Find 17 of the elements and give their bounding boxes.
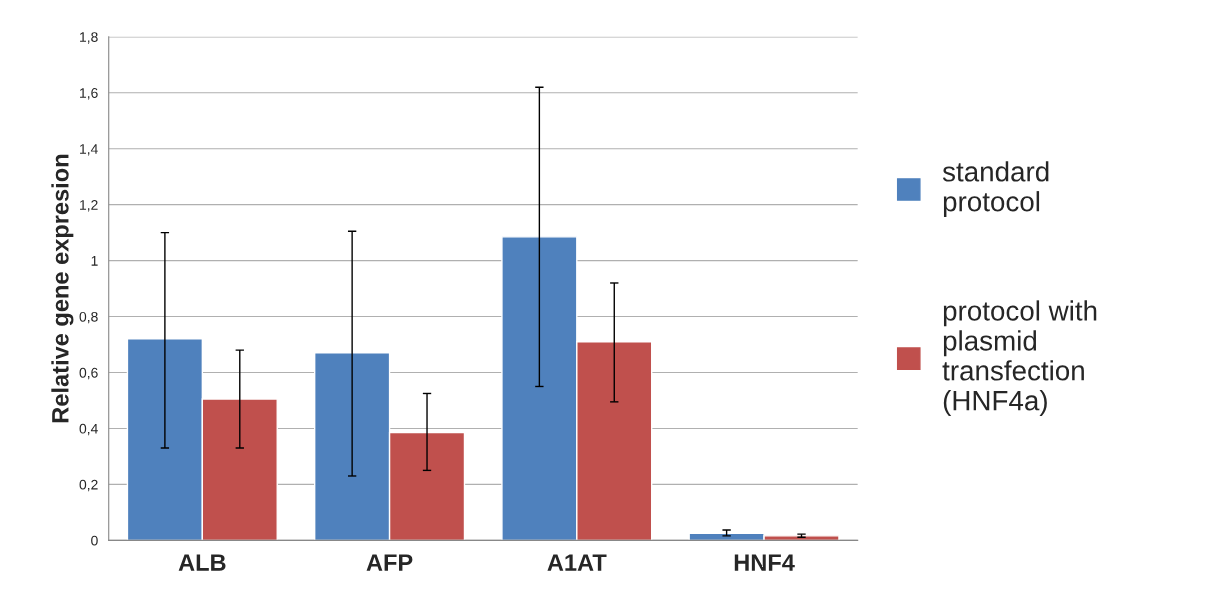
y-tick-label: 0,4 [79, 423, 98, 436]
x-tick-label: AFP [366, 554, 413, 571]
y-tick-label: 1,8 [80, 32, 98, 44]
y-tick-label: 0,2 [79, 479, 98, 492]
x-tick-label: ALB [178, 554, 226, 571]
legend-label: protocol with plasmid transfection (HNF4a) [942, 300, 1097, 416]
y-axis-title: Relative gene expresion [51, 154, 74, 423]
y-tick-label: 1,6 [80, 88, 98, 100]
y-tick-label: 0,6 [79, 367, 98, 380]
legend-label: standard protocol [942, 161, 1049, 217]
y-tick-label: 0,8 [79, 311, 98, 324]
y-tick-label: 0 [91, 535, 98, 546]
x-tick-label: A1AT [547, 554, 607, 571]
x-tick-label: HNF4 [734, 554, 795, 571]
y-tick-label: 1 [91, 256, 98, 266]
y-tick-label: 1,2 [80, 200, 98, 212]
y-tick-label: 1,4 [80, 144, 98, 156]
